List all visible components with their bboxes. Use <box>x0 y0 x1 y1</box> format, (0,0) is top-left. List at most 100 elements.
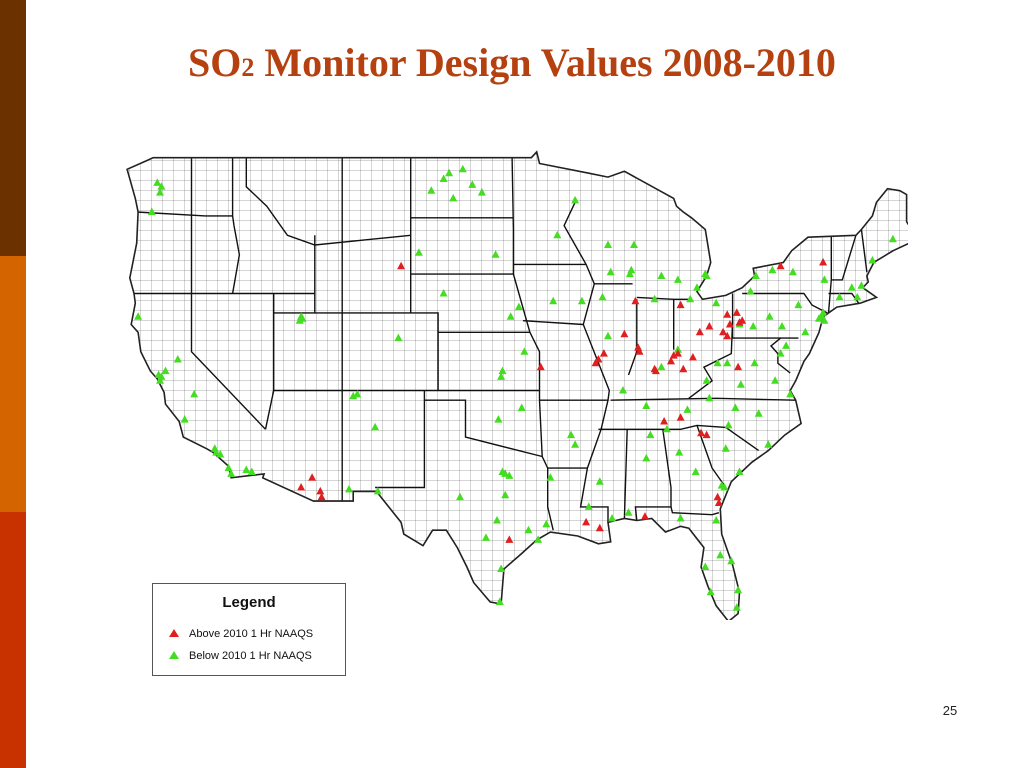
below-naaqs-monitor-marker <box>180 415 189 423</box>
below-naaqs-monitor-marker <box>627 265 636 274</box>
below-naaqs-monitor-marker <box>224 463 233 472</box>
below-naaqs-monitor-marker <box>506 312 515 320</box>
below-naaqs-monitor-marker <box>553 230 562 239</box>
above-naaqs-monitor-marker <box>734 362 743 371</box>
below-naaqs-monitor-marker <box>345 484 353 493</box>
above-naaqs-monitor-marker <box>317 492 326 501</box>
below-naaqs-monitor-marker <box>571 195 580 204</box>
below-naaqs-monitor-marker <box>749 322 758 330</box>
state-boundary-line <box>742 292 828 314</box>
below-naaqs-monitor-marker <box>723 358 732 367</box>
below-naaqs-monitor-marker <box>786 389 795 398</box>
below-naaqs-monitor-marker <box>458 164 467 173</box>
below-naaqs-monitor-marker <box>642 401 651 409</box>
state-boundaries <box>134 157 868 531</box>
state-boundary-line <box>636 296 692 300</box>
us-county-map <box>126 150 908 620</box>
above-naaqs-monitor-marker <box>723 331 732 340</box>
title-main: SO <box>188 40 242 85</box>
state-boundary-line <box>190 293 267 430</box>
above-naaqs-monitor-marker <box>669 351 678 359</box>
below-naaqs-monitor-marker <box>604 240 612 248</box>
below-naaqs-monitor-marker <box>646 430 655 439</box>
below-naaqs-monitor-marker <box>712 298 721 307</box>
above-naaqs-monitor-marker <box>631 296 640 305</box>
below-naaqs-monitors <box>134 164 897 611</box>
below-naaqs-monitor-marker <box>619 386 627 394</box>
below-naaqs-monitor-marker <box>819 308 828 316</box>
below-naaqs-monitor-marker <box>157 182 166 190</box>
below-naaqs-monitor-marker <box>625 269 634 278</box>
below-naaqs-monitor-marker <box>716 550 725 559</box>
below-naaqs-monitor-marker <box>216 450 225 458</box>
state-boundary-line <box>563 202 611 523</box>
below-naaqs-monitor-marker <box>657 362 666 371</box>
below-naaqs-monitor-marker <box>494 415 503 423</box>
below-naaqs-monitor-marker <box>642 453 651 462</box>
below-naaqs-monitor-marker <box>495 597 504 605</box>
above-naaqs-monitor-marker <box>582 517 591 526</box>
state-boundary-line <box>522 320 584 326</box>
below-naaqs-monitor-marker <box>449 193 458 202</box>
map-legend: Legend Above 2010 1 Hr NAAQS Below 2010 … <box>152 583 346 676</box>
above-naaqs-monitor-marker <box>688 353 697 361</box>
below-naaqs-monitor-marker <box>501 490 510 499</box>
below-naaqs-monitor-marker <box>153 178 162 186</box>
below-naaqs-monitor-marker <box>721 444 730 452</box>
state-boundary-line <box>860 229 868 273</box>
below-naaqs-monitor-marker <box>520 347 529 355</box>
below-naaqs-monitor-marker <box>571 440 580 448</box>
below-naaqs-monitor-marker <box>524 525 533 534</box>
below-naaqs-monitor-marker <box>353 389 362 398</box>
below-naaqs-monitor-marker <box>820 275 829 283</box>
below-naaqs-monitor-marker <box>156 188 164 196</box>
below-naaqs-monitor-marker <box>373 486 382 495</box>
below-naaqs-monitor-marker <box>754 409 763 417</box>
above-naaqs-monitor-marker <box>714 498 723 506</box>
above-naaqs-monitor-marker <box>297 483 306 491</box>
below-naaqs-monitor-marker <box>394 333 403 342</box>
below-naaqs-monitor-marker <box>702 271 711 279</box>
above-naaqs-monitor-marker <box>660 417 669 425</box>
state-boundary-line <box>696 425 727 488</box>
slide-sidebar <box>0 0 26 768</box>
above-naaqs-monitor-marker <box>713 492 722 501</box>
below-naaqs-monitor-marker <box>498 366 507 375</box>
state-boundary-line <box>375 390 426 489</box>
above-naaqs-monitor-marker <box>591 358 600 367</box>
below-naaqs-monitor-marker <box>705 393 714 402</box>
below-naaqs-monitor-marker <box>598 292 607 301</box>
below-naaqs-monitor-marker <box>445 168 454 177</box>
below-naaqs-monitor-marker <box>732 603 741 611</box>
below-naaqs-monitor-marker <box>134 312 143 320</box>
below-naaqs-monitor-marker <box>702 376 711 384</box>
below-naaqs-monitor-marker <box>727 556 736 565</box>
below-naaqs-monitor-marker <box>701 562 710 570</box>
below-naaqs-monitor-marker <box>439 174 448 182</box>
below-naaqs-monitor-marker <box>776 349 785 357</box>
slide-title: SO2 Monitor Design Values 2008-2010 <box>100 38 924 93</box>
state-boundary-line <box>670 506 720 516</box>
state-boundary-line <box>731 293 799 339</box>
legend-label-above: Above 2010 1 Hr NAAQS <box>189 628 314 640</box>
below-naaqs-monitor-marker <box>764 440 773 448</box>
below-naaqs-monitor-marker <box>414 248 423 256</box>
state-boundary-line <box>831 235 857 281</box>
below-naaqs-monitor-marker <box>706 587 715 596</box>
below-naaqs-monitor-marker <box>734 585 743 594</box>
below-naaqs-monitor-marker <box>577 296 586 305</box>
above-naaqs-monitor-marker <box>725 320 734 328</box>
state-boundary-line <box>627 299 638 376</box>
below-naaqs-monitor-marker <box>482 533 490 541</box>
below-naaqs-monitor-marker <box>427 186 436 194</box>
below-naaqs-monitor-marker <box>657 271 666 279</box>
below-naaqs-monitor-marker <box>673 345 682 353</box>
red-triangle-icon <box>169 629 179 637</box>
page-number: 25 <box>942 703 958 718</box>
below-naaqs-monitor-marker <box>514 302 523 311</box>
state-boundary-line <box>610 397 796 401</box>
above-naaqs-monitor-marker <box>673 349 682 357</box>
below-naaqs-monitor-marker <box>765 312 774 320</box>
below-naaqs-monitor-marker <box>161 366 170 375</box>
above-naaqs-monitor-marker <box>719 327 728 336</box>
